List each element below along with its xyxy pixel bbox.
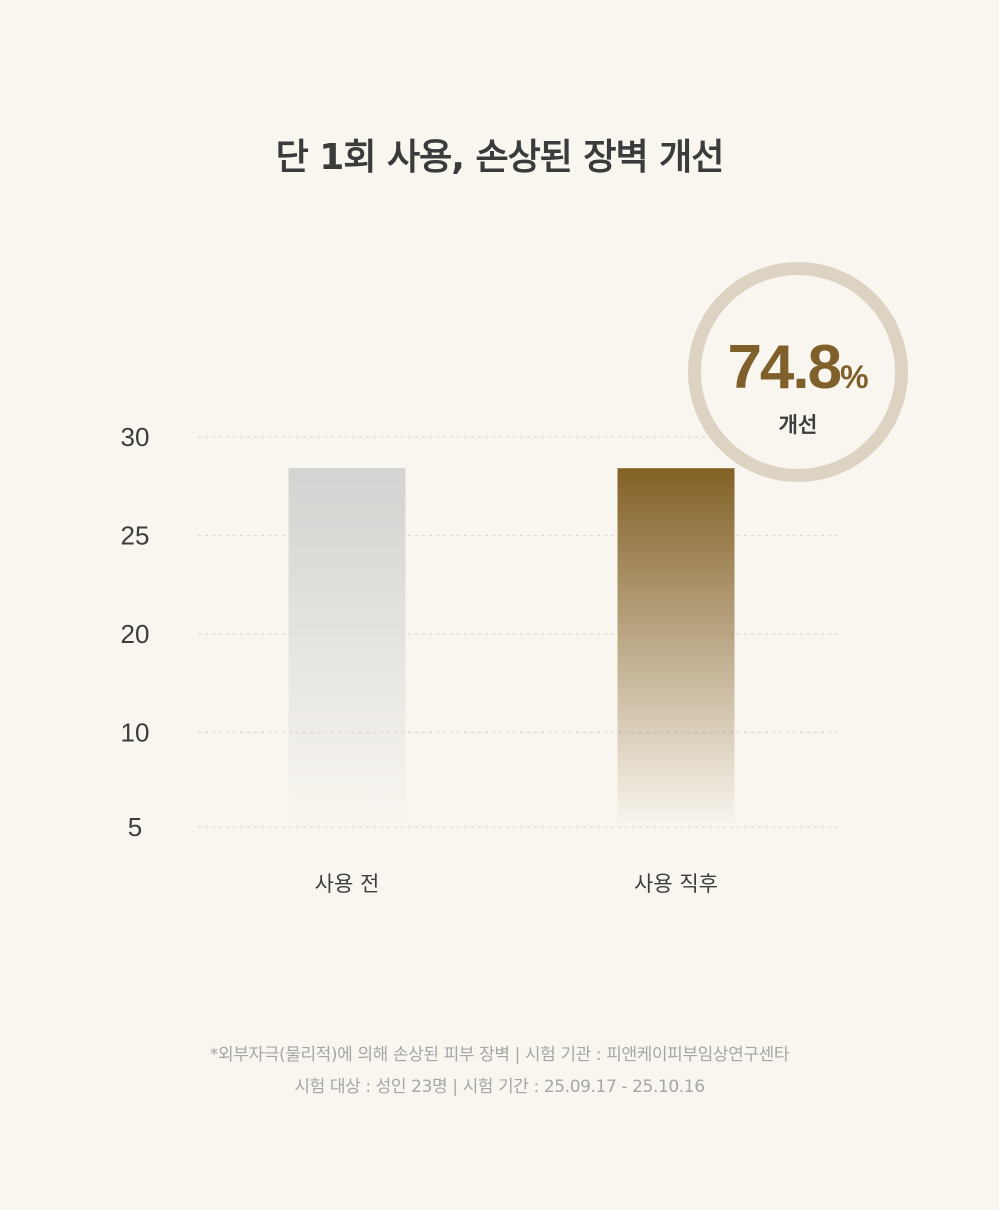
category-label: 사용 전 (315, 872, 380, 896)
bar-after (617, 468, 735, 827)
footnote-line-2: 시험 대상 : 성인 23명 | 시험 기간 : 25.09.17 - 25.1… (294, 1077, 705, 1097)
page-title: 단 1회 사용, 손상된 장벽 개선 (275, 137, 725, 178)
improvement-number: 74.8 (727, 333, 842, 402)
bars (288, 468, 735, 827)
y-axis-ticks: 30 25 20 10 5 (121, 422, 150, 842)
improvement-badge: 74.8% 개선 (688, 262, 908, 482)
bar-before (288, 468, 406, 827)
footnote-line-1: *외부자극(물리적)에 의해 손상된 피부 장벽 | 시험 기관 : 피앤케이피… (209, 1045, 790, 1065)
improvement-label: 개선 (778, 413, 818, 437)
x-axis-categories: 사용 전 사용 직후 (315, 872, 718, 896)
y-tick-label: 5 (128, 812, 142, 842)
percent-sign: % (840, 359, 869, 395)
category-label: 사용 직후 (634, 872, 718, 896)
y-tick-label: 30 (121, 422, 150, 452)
improvement-value: 74.8% (701, 337, 895, 399)
y-tick-label: 20 (121, 619, 150, 649)
y-tick-label: 25 (121, 521, 150, 551)
y-tick-label: 10 (121, 718, 150, 748)
